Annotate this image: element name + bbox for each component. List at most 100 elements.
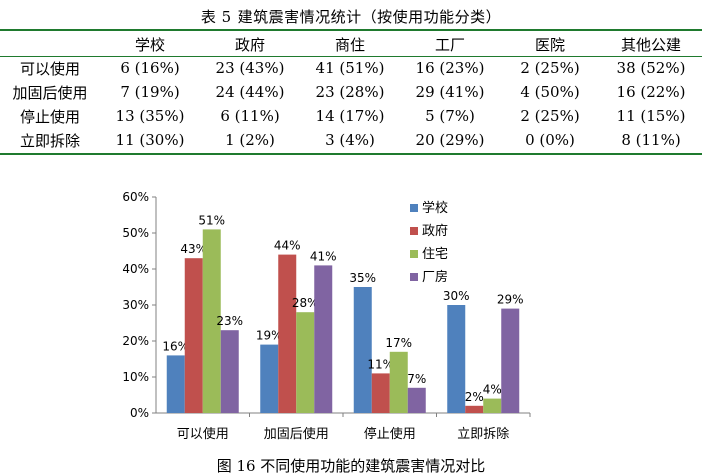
table-title-text: 建筑震害情况统计（按使用功能分类）	[237, 8, 502, 26]
row-label: 可以使用	[19, 59, 80, 78]
data-label: 41%	[310, 249, 337, 263]
table-cell: 29 (41%)	[415, 83, 485, 101]
table-cell: 14 (17%)	[315, 107, 385, 125]
bar	[202, 229, 221, 413]
bar	[483, 398, 502, 413]
table-cell: 4 (50%)	[520, 83, 580, 101]
bar	[166, 355, 185, 413]
column-header: 学校	[134, 35, 165, 54]
table-cell: 5 (7%)	[425, 107, 475, 125]
legend-swatch	[410, 204, 418, 212]
table-cell: 1 (2%)	[225, 131, 275, 149]
bar	[296, 312, 315, 413]
data-label: 19%	[256, 329, 283, 343]
column-header: 商住	[334, 35, 365, 54]
table-cell: 11 (15%)	[616, 107, 686, 125]
column-header: 医院	[534, 35, 565, 54]
x-tick-label: 立即拆除	[457, 427, 509, 442]
bar	[184, 258, 203, 413]
table-cell: 23 (43%)	[215, 59, 285, 77]
table-cell: 8 (11%)	[621, 131, 681, 149]
bar	[465, 405, 484, 413]
bar	[260, 344, 279, 413]
table-title: 表 5 建筑震害情况统计（按使用功能分类）	[0, 6, 702, 27]
row-label: 停止使用	[19, 107, 80, 126]
y-tick-label: 50%	[122, 226, 149, 240]
data-label: 51%	[198, 213, 225, 227]
data-label: 16%	[162, 339, 189, 353]
data-label: 44%	[274, 239, 301, 253]
table-cell: 16 (22%)	[616, 83, 686, 101]
column-header: 其他公建	[620, 35, 681, 54]
legend-label: 厂房	[422, 269, 448, 285]
row-label: 立即拆除	[19, 131, 80, 150]
chart-svg: 0% 10% 20% 30% 40% 50% 60% 可以使用 16% 43% 51% 23% 加固后使…	[122, 190, 531, 442]
table-cell: 11 (30%)	[115, 131, 185, 149]
bar-chart: 0% 10% 20% 30% 40% 50% 60% 可以使用 16% 43% 51% 23% 加固后使…	[0, 180, 702, 474]
table-cell: 23 (28%)	[315, 83, 385, 101]
column-header: 政府	[234, 35, 265, 54]
data-label: 2%	[465, 390, 484, 404]
data-label: 28%	[292, 296, 319, 310]
bar	[353, 287, 372, 413]
table-cell: 38 (52%)	[616, 59, 686, 77]
table-header-row: 学校 政府 商住 工厂 医院 其他公建	[0, 32, 702, 56]
table-row: 可以使用 6 (16%) 23 (43%) 41 (51%) 16 (23%) …	[0, 56, 702, 80]
legend-label: 政府	[422, 224, 448, 239]
y-tick-label: 0%	[130, 406, 149, 420]
table-cell: 6 (16%)	[120, 59, 180, 77]
data-label: 17%	[385, 336, 412, 350]
data-label: 7%	[407, 372, 426, 386]
bar	[278, 254, 297, 413]
table-cell: 20 (29%)	[415, 131, 485, 149]
legend-swatch	[410, 250, 418, 258]
table-cell: 2 (25%)	[520, 59, 580, 77]
table-cell: 7 (19%)	[120, 83, 180, 101]
y-tick-label: 20%	[122, 334, 149, 348]
legend-label: 住宅	[422, 247, 448, 262]
table-cell: 24 (44%)	[215, 83, 285, 101]
table-cell: 0 (0%)	[525, 131, 575, 149]
bar	[447, 305, 466, 413]
table-header-rule	[0, 56, 702, 57]
bar	[389, 351, 408, 413]
data-label: 4%	[483, 383, 502, 397]
legend-swatch	[410, 227, 418, 235]
x-tick-label: 停止使用	[364, 426, 416, 442]
data-label: 23%	[216, 314, 243, 328]
bar	[314, 265, 333, 413]
row-label: 加固后使用	[12, 83, 88, 102]
table-cell: 3 (4%)	[325, 131, 375, 149]
data-label: 35%	[349, 271, 376, 285]
bar	[407, 387, 426, 413]
bar	[220, 330, 239, 413]
legend-label: 学校	[422, 200, 448, 216]
table-cell: 6 (11%)	[220, 107, 280, 125]
table-top-rule	[0, 29, 702, 31]
table-cell: 13 (35%)	[115, 107, 185, 125]
table-row: 加固后使用 7 (19%) 24 (44%) 23 (28%) 29 (41%)…	[0, 80, 702, 104]
data-label: 11%	[367, 357, 394, 371]
y-tick-label: 30%	[122, 298, 149, 312]
bar	[501, 308, 520, 413]
table-row: 立即拆除 11 (30%) 1 (2%) 3 (4%) 20 (29%) 0 (…	[0, 128, 702, 152]
data-label: 29%	[497, 293, 524, 307]
y-tick-label: 10%	[122, 370, 149, 384]
figure-caption: 图 16 不同使用功能的建筑震害情况对比	[216, 457, 486, 475]
legend-swatch	[410, 273, 418, 281]
x-tick-label: 可以使用	[177, 426, 229, 442]
bar	[371, 373, 390, 413]
table-bottom-rule	[0, 153, 702, 155]
table-row: 停止使用 13 (35%) 6 (11%) 14 (17%) 5 (7%) 2 …	[0, 104, 702, 128]
y-tick-label: 40%	[122, 262, 149, 276]
table-cell: 2 (25%)	[520, 107, 580, 125]
table-cell: 41 (51%)	[315, 59, 385, 77]
column-header: 工厂	[434, 35, 465, 54]
x-tick-label: 加固后使用	[264, 426, 329, 442]
data-label: 43%	[180, 242, 207, 256]
data-label: 30%	[443, 289, 470, 303]
y-tick-label: 60%	[122, 190, 149, 204]
header-corner	[0, 32, 100, 56]
stats-table: 学校 政府 商住 工厂 医院 其他公建 可以使用 6 (16%) 23 (43%…	[0, 32, 702, 152]
table-number: 表 5	[200, 8, 232, 26]
